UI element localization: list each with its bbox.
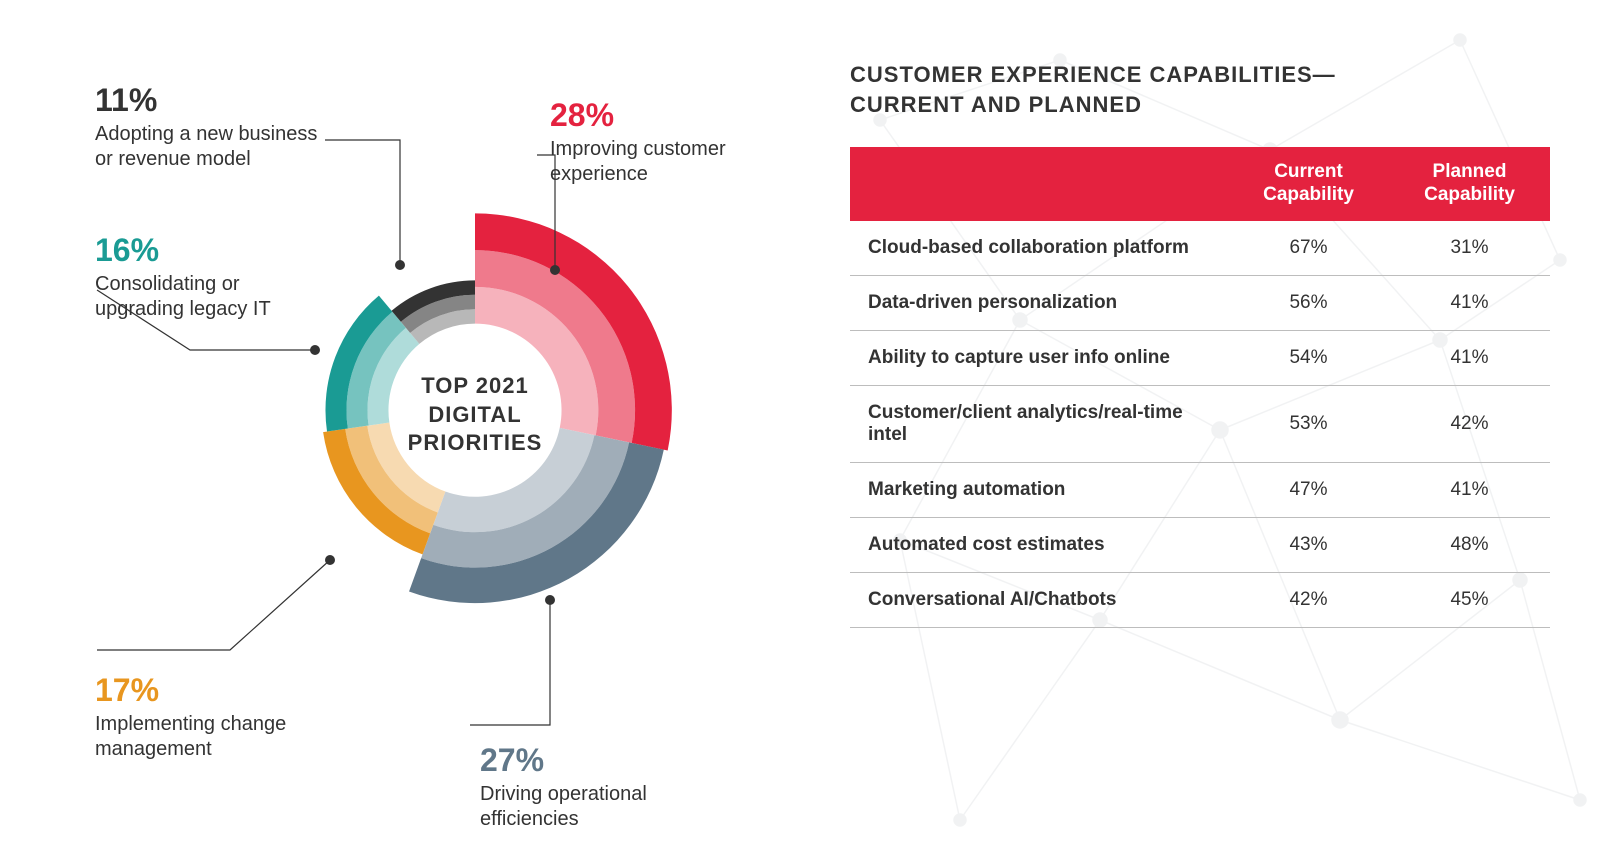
- capability-name: Ability to capture user info online: [850, 330, 1228, 385]
- planned-value: 41%: [1389, 462, 1550, 517]
- callout-business-model: 11%Adopting a new businessor revenue mod…: [95, 80, 317, 172]
- current-value: 53%: [1228, 385, 1389, 462]
- callout-pct-operational-eff: 27%: [480, 740, 647, 780]
- callout-pct-change-mgmt: 17%: [95, 670, 286, 710]
- current-value: 67%: [1228, 221, 1389, 276]
- callout-label-legacy-it: Consolidating orupgrading legacy IT: [95, 273, 271, 320]
- callout-change-mgmt: 17%Implementing changemanagement: [95, 670, 286, 762]
- current-value: 56%: [1228, 275, 1389, 330]
- capability-name: Automated cost estimates: [850, 517, 1228, 572]
- callout-label-business-model: Adopting a new businessor revenue model: [95, 123, 317, 170]
- planned-value: 41%: [1389, 275, 1550, 330]
- capabilities-table: CurrentCapability PlannedCapability Clou…: [850, 147, 1550, 628]
- capabilities-table-panel: CUSTOMER EXPERIENCE CAPABILITIES—CURRENT…: [850, 40, 1550, 835]
- current-value: 42%: [1228, 572, 1389, 627]
- capability-name: Cloud-based collaboration platform: [850, 221, 1228, 276]
- table-row: Automated cost estimates43%48%: [850, 517, 1550, 572]
- capability-name: Customer/client analytics/real-time inte…: [850, 385, 1228, 462]
- current-value: 47%: [1228, 462, 1389, 517]
- planned-value: 42%: [1389, 385, 1550, 462]
- callout-pct-business-model: 11%: [95, 80, 317, 120]
- callout-label-customer-experience: Improving customerexperience: [550, 138, 726, 185]
- table-row: Data-driven personalization56%41%: [850, 275, 1550, 330]
- callout-pct-legacy-it: 16%: [95, 230, 271, 270]
- callout-label-operational-eff: Driving operationalefficiencies: [480, 783, 647, 830]
- current-value: 54%: [1228, 330, 1389, 385]
- table-row: Cloud-based collaboration platform67%31%: [850, 221, 1550, 276]
- planned-value: 31%: [1389, 221, 1550, 276]
- table-header-current: CurrentCapability: [1228, 147, 1389, 221]
- table-row: Conversational AI/Chatbots42%45%: [850, 572, 1550, 627]
- capability-name: Marketing automation: [850, 462, 1228, 517]
- capability-name: Conversational AI/Chatbots: [850, 572, 1228, 627]
- polar-rose-chart: [225, 150, 725, 680]
- table-title: CUSTOMER EXPERIENCE CAPABILITIES—CURRENT…: [850, 60, 1550, 119]
- table-row: Customer/client analytics/real-time inte…: [850, 385, 1550, 462]
- callout-operational-eff: 27%Driving operationalefficiencies: [480, 740, 647, 832]
- current-value: 43%: [1228, 517, 1389, 572]
- callout-customer-experience: 28%Improving customerexperience: [550, 95, 726, 187]
- planned-value: 48%: [1389, 517, 1550, 572]
- table-header-blank: [850, 147, 1228, 221]
- table-row: Marketing automation47%41%: [850, 462, 1550, 517]
- callout-legacy-it: 16%Consolidating orupgrading legacy IT: [95, 230, 271, 322]
- table-row: Ability to capture user info online54%41…: [850, 330, 1550, 385]
- priorities-chart-panel: TOP 2021DIGITALPRIORITIES 28%Improving c…: [50, 40, 810, 835]
- callout-label-change-mgmt: Implementing changemanagement: [95, 713, 286, 760]
- callout-pct-customer-experience: 28%: [550, 95, 726, 135]
- capabilities-table-body: Cloud-based collaboration platform67%31%…: [850, 221, 1550, 628]
- table-header-planned: PlannedCapability: [1389, 147, 1550, 221]
- planned-value: 41%: [1389, 330, 1550, 385]
- capability-name: Data-driven personalization: [850, 275, 1228, 330]
- planned-value: 45%: [1389, 572, 1550, 627]
